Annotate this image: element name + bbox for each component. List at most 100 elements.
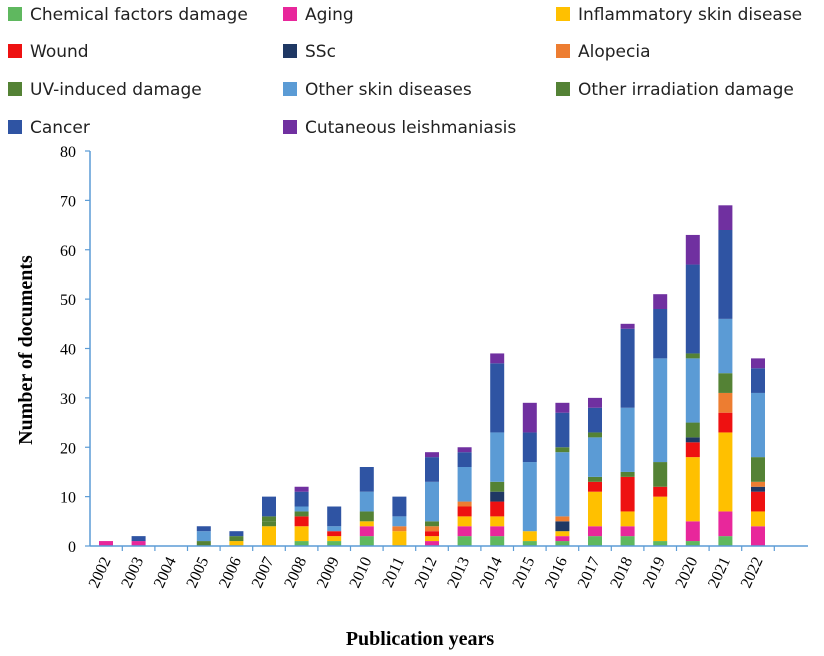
bar-cutaneous-leishmaniasis-2018 (620, 323, 635, 329)
x-tick-label-2015: 2015 (509, 555, 538, 591)
bar-uv-induced-damage-2008 (294, 511, 309, 517)
bar-uv-induced-damage-2019 (653, 462, 668, 487)
bar-cancer-2014 (490, 363, 505, 433)
bar-other-irradiation-damage-2017 (588, 432, 602, 438)
bar-cancer-2013 (457, 452, 472, 467)
y-axis-title: Number of documents (15, 255, 37, 445)
x-tick-label-2019: 2019 (640, 555, 669, 591)
x-tick-label-2017: 2017 (575, 555, 604, 591)
bar-wound-2013 (457, 506, 472, 517)
bar-cutaneous-leishmaniasis-2021 (718, 205, 733, 230)
bar-cancer-2003 (131, 536, 146, 542)
legend-swatch-ssc (283, 44, 297, 58)
y-tick-label: 30 (60, 391, 76, 408)
bar-chemical-factors-damage-2018 (620, 536, 635, 546)
bar-cancer-2010 (359, 467, 374, 492)
bar-uv-induced-damage-2010 (359, 511, 374, 522)
legend-swatch-wound (8, 44, 22, 58)
bar-uv-induced-damage-2014 (490, 481, 505, 492)
bar-wound-2020 (685, 442, 700, 458)
x-axis-title: Publication years (346, 628, 495, 650)
bar-chemical-factors-damage-2021 (718, 536, 733, 546)
bar-cancer-2005 (196, 526, 211, 532)
bar-cancer-2017 (588, 407, 602, 433)
bar-uv-induced-damage-2018 (620, 471, 635, 477)
bar-cutaneous-leishmaniasis-2014 (490, 353, 505, 364)
y-axis-ticks: 0 10 20 30 40 50 60 70 80 (60, 144, 90, 556)
x-tick-label-2003: 2003 (118, 555, 147, 591)
bar-cancer-2006 (229, 531, 244, 537)
legend-swatch-cancer (8, 120, 22, 134)
bar-other-skin-diseases-2022 (751, 392, 765, 458)
bar-chemical-factors-damage-2010 (359, 536, 374, 546)
bar-other-skin-diseases-2017 (588, 437, 602, 477)
legend-label-other-irradiation-damage: Other irradiation damage (578, 80, 794, 100)
bar-aging-2018 (620, 526, 635, 537)
bar-cancer-2007 (262, 496, 276, 517)
bar-chemical-factors-damage-2016 (555, 541, 570, 546)
x-tick-label-2018: 2018 (607, 555, 636, 591)
legend-swatch-other-irradiation-damage (556, 82, 570, 96)
bar-chemical-factors-damage-2014 (490, 536, 505, 546)
bar-aging-2013 (457, 526, 472, 537)
bar-other-skin-diseases-2019 (653, 358, 668, 463)
bar-alopecia-2022 (751, 481, 765, 487)
legend-label-uv-induced-damage: UV-induced damage (30, 80, 202, 100)
bar-inflammatory-skin-disease-2022 (751, 511, 765, 527)
legend-label-alopecia: Alopecia (578, 42, 651, 62)
bar-chemical-factors-damage-2017 (588, 536, 602, 546)
bar-cancer-2022 (751, 368, 765, 393)
bar-other-skin-diseases-2015 (522, 462, 537, 532)
legend-swatch-cutaneous-leishmaniasis (283, 120, 297, 134)
bar-inflammatory-skin-disease-2010 (359, 521, 374, 527)
bar-cancer-2012 (425, 457, 439, 482)
bar-cutaneous-leishmaniasis-2015 (522, 402, 537, 433)
x-tick-label-2004: 2004 (151, 555, 180, 591)
y-tick-label: 60 (60, 243, 76, 260)
bar-cancer-2019 (653, 309, 668, 359)
bar-other-skin-diseases-2021 (718, 318, 733, 374)
bar-ssc-2016 (555, 521, 570, 532)
x-tick-label-2022: 2022 (738, 555, 767, 591)
x-tick-label-2009: 2009 (314, 555, 343, 591)
bar-wound-2018 (620, 476, 635, 512)
x-tick-label-2008: 2008 (281, 555, 310, 591)
legend-label-chemical-factors-damage: Chemical factors damage (30, 5, 248, 25)
bar-ssc-2020 (685, 437, 700, 443)
bar-inflammatory-skin-disease-2021 (718, 432, 733, 512)
legend-label-inflammatory-skin-disease: Inflammatory skin disease (578, 5, 802, 25)
legend-label-ssc: SSc (305, 42, 336, 62)
y-tick-label: 10 (60, 490, 76, 507)
x-tick-label-2016: 2016 (542, 555, 571, 591)
bar-uv-induced-damage-2006 (229, 536, 244, 542)
bar-chemical-factors-damage-2009 (327, 541, 342, 546)
bar-wound-2019 (653, 486, 668, 497)
bar-wound-2017 (588, 481, 602, 492)
y-tick-label: 50 (60, 292, 76, 309)
bar-aging-2021 (718, 511, 733, 537)
bar-inflammatory-skin-disease-2008 (294, 526, 309, 542)
bar-wound-2008 (294, 516, 309, 527)
bar-inflammatory-skin-disease-2012 (425, 536, 439, 542)
bar-uv-induced-damage-2020 (685, 422, 700, 438)
bar-cutaneous-leishmaniasis-2016 (555, 402, 570, 413)
bar-uv-induced-damage-2012 (425, 521, 439, 527)
bar-uv-induced-damage-2017 (588, 476, 602, 482)
bar-other-skin-diseases-2020 (685, 358, 700, 423)
bar-wound-2021 (718, 412, 733, 433)
bar-cancer-2020 (685, 264, 700, 354)
bar-alopecia-2012 (425, 526, 439, 532)
bar-uv-induced-damage-2021 (718, 373, 733, 393)
bar-chemical-factors-damage-2019 (653, 541, 668, 546)
bar-alopecia-2021 (718, 392, 733, 413)
bar-chemical-factors-damage-2015 (522, 541, 537, 546)
legend-swatch-alopecia (556, 44, 570, 58)
bar-wound-2009 (327, 531, 342, 537)
x-tick-label-2010: 2010 (346, 555, 375, 591)
bar-aging-2012 (425, 541, 439, 546)
bar-cutaneous-leishmaniasis-2013 (457, 447, 472, 453)
x-tick-label-2020: 2020 (672, 555, 701, 591)
x-tick-label-2012: 2012 (412, 555, 441, 591)
legend-swatch-inflammatory-skin-disease (556, 7, 570, 21)
y-tick-label: 20 (60, 440, 76, 457)
